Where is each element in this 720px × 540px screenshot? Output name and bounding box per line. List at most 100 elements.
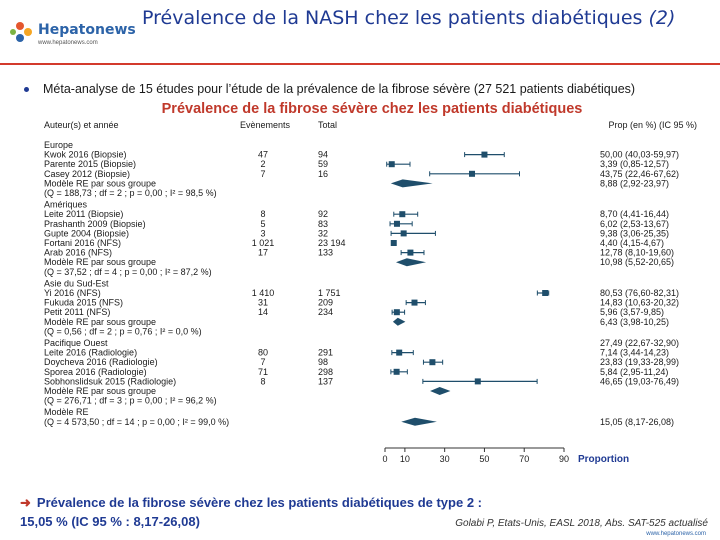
point-estimate-17 (542, 290, 549, 296)
events-cell-17: 1 410 (252, 288, 275, 298)
row-label-29: (Q = 276,71 ; df = 3 ; p = 0,00 ; I² = 9… (44, 396, 217, 406)
total-cell-27: 137 (318, 376, 333, 386)
total-cell-1: 94 (318, 150, 328, 160)
prop-cell-3: 43,75 (22,46-67,62) (600, 169, 679, 179)
prop-cell-27: 46,65 (19,03-76,49) (600, 376, 679, 386)
events-cell-9: 5 (260, 219, 265, 229)
total-cell-10: 32 (318, 228, 328, 238)
prop-cell-2: 3,39 (0,85-12,57) (600, 159, 669, 169)
bullet-dot-icon (24, 87, 29, 93)
intro-bullet: Méta-analyse de 15 études pour l’étude d… (24, 82, 714, 96)
row-label-14: (Q = 37,52 ; df = 4 ; p = 0,00 ; I² = 87… (44, 267, 212, 277)
total-cell-11: 23 194 (318, 238, 346, 248)
total-cell-17: 1 751 (318, 288, 341, 298)
website-link[interactable]: www.hepatonews.com (646, 531, 706, 537)
column-header-events: Evènements (240, 120, 291, 130)
events-cell-26: 71 (258, 367, 268, 377)
row-label-8: Leite 2011 (Biopsie) (44, 209, 123, 219)
events-cell-11: 1 021 (252, 238, 275, 248)
x-tick-label-5: 90 (559, 454, 569, 464)
prop-cell-13: 10,98 (5,52-20,65) (600, 257, 674, 267)
citation: Golabi P, Etats-Unis, EASL 2018, Abs. SA… (455, 518, 708, 529)
column-header-prop: Prop (en %) (IC 95 %) (608, 120, 697, 130)
prop-cell-26: 5,84 (2,95-11,24) (600, 367, 668, 377)
row-label-31: Modèle RE (44, 407, 89, 417)
point-estimate-12 (407, 249, 414, 256)
column-header-total: Total (318, 120, 337, 130)
prop-cell-4: 8,88 (2,92-23,97) (600, 178, 669, 188)
column-header-study: Auteur(s) et année (44, 120, 119, 130)
events-cell-10: 3 (260, 228, 265, 238)
page-title: Prévalence de la NASH chez les patients … (142, 6, 702, 30)
point-estimate-8 (399, 211, 406, 218)
summary-diamond-20 (392, 317, 406, 326)
prop-cell-11: 4,40 (4,15-4,67) (600, 238, 664, 248)
row-label-16: Asie du Sud-Est (44, 278, 109, 288)
total-cell-19: 234 (318, 307, 333, 317)
row-label-2: Parente 2015 (Biopsie) (44, 159, 136, 169)
prop-cell-20: 6,43 (3,98-10,25) (600, 317, 669, 327)
prop-cell-9: 6,02 (2,53-13,67) (600, 219, 669, 229)
page-title-main: Prévalence de la NASH chez les patients … (142, 7, 649, 29)
row-label-18: Fukuda 2015 (NFS) (44, 298, 123, 308)
row-label-17: Yi 2016 (NFS) (44, 288, 101, 298)
point-estimate-11 (390, 240, 397, 246)
logo-name: Hepatonews (38, 22, 136, 38)
events-cell-2: 2 (260, 159, 265, 169)
total-cell-3: 16 (318, 169, 328, 179)
point-estimate-9 (393, 220, 400, 227)
point-estimate-1 (481, 151, 488, 158)
footer-line-1: Prévalence de la fibrose sévère chez les… (36, 495, 482, 510)
title-divider (0, 63, 720, 65)
row-label-4: Modèle RE par sous groupe (44, 178, 156, 188)
row-label-12: Arab 2016 (NFS) (44, 248, 112, 258)
summary-diamond-28 (430, 387, 451, 395)
row-label-10: Gupte 2004 (Biopsie) (44, 228, 129, 238)
events-cell-8: 8 (260, 209, 265, 219)
arrow-right-icon: ➜ (20, 495, 31, 510)
events-cell-1: 47 (258, 150, 268, 160)
x-tick-label-2: 30 (440, 454, 450, 464)
row-label-11: Fortani 2016 (NFS) (44, 238, 121, 248)
prop-cell-19: 5,96 (3,57-9,85) (600, 307, 664, 317)
events-cell-18: 31 (258, 298, 268, 308)
x-tick-label-1: 10 (400, 454, 410, 464)
row-label-25: Doycheva 2016 (Radiologie) (44, 357, 158, 367)
total-cell-24: 291 (318, 348, 333, 358)
events-cell-27: 8 (260, 376, 265, 386)
prop-cell-12: 12,78 (8,10-19,60) (600, 248, 674, 258)
events-cell-25: 7 (260, 357, 265, 367)
row-label-27: Sobhonslidsuk 2015 (Radiologie) (44, 376, 176, 386)
row-label-9: Prashanth 2009 (Biopsie) (44, 219, 146, 229)
chart-title: Prévalence de la fibrose sévère chez les… (161, 101, 583, 117)
row-label-20: Modèle RE par sous groupe (44, 317, 156, 327)
x-tick-label-0: 0 (382, 454, 387, 464)
point-estimate-3 (469, 170, 476, 177)
logo-mark-icon (10, 22, 32, 42)
point-estimate-2 (388, 161, 395, 168)
summary-diamond-4 (390, 179, 433, 188)
summary-diamond-32 (401, 417, 437, 426)
row-label-26: Sporea 2016 (Radiologie) (44, 367, 147, 377)
prop-cell-25: 23,83 (19,33-28,99) (600, 357, 679, 367)
row-label-24: Leite 2016 (Radiologie) (44, 348, 137, 358)
events-cell-3: 7 (260, 169, 265, 179)
row-label-32: (Q = 4 573,50 ; df = 14 ; p = 0,00 ; I² … (44, 417, 229, 427)
prop-cell-17: 80,53 (76,60-82,31) (600, 288, 679, 298)
point-estimate-26 (393, 368, 400, 375)
x-axis-label: Proportion (578, 454, 629, 465)
prop-cell-32: 15,05 (8,17-26,08) (600, 417, 674, 427)
total-cell-9: 83 (318, 219, 328, 229)
row-label-3: Casey 2012 (Biopsie) (44, 169, 130, 179)
x-tick-label-3: 50 (479, 454, 489, 464)
prop-cell-23: 27,49 (22,67-32,90) (600, 338, 679, 348)
point-estimate-24 (396, 349, 403, 356)
intro-bullet-text: Méta-analyse de 15 études pour l’étude d… (43, 82, 636, 96)
footer-conclusion: ➜ Prévalence de la fibrose sévère chez le… (20, 493, 482, 531)
row-label-28: Modèle RE par sous groupe (44, 386, 156, 396)
total-cell-18: 209 (318, 298, 333, 308)
events-cell-12: 17 (258, 248, 268, 258)
row-label-13: Modèle RE par sous groupe (44, 257, 156, 267)
row-label-0: Europe (44, 140, 73, 150)
